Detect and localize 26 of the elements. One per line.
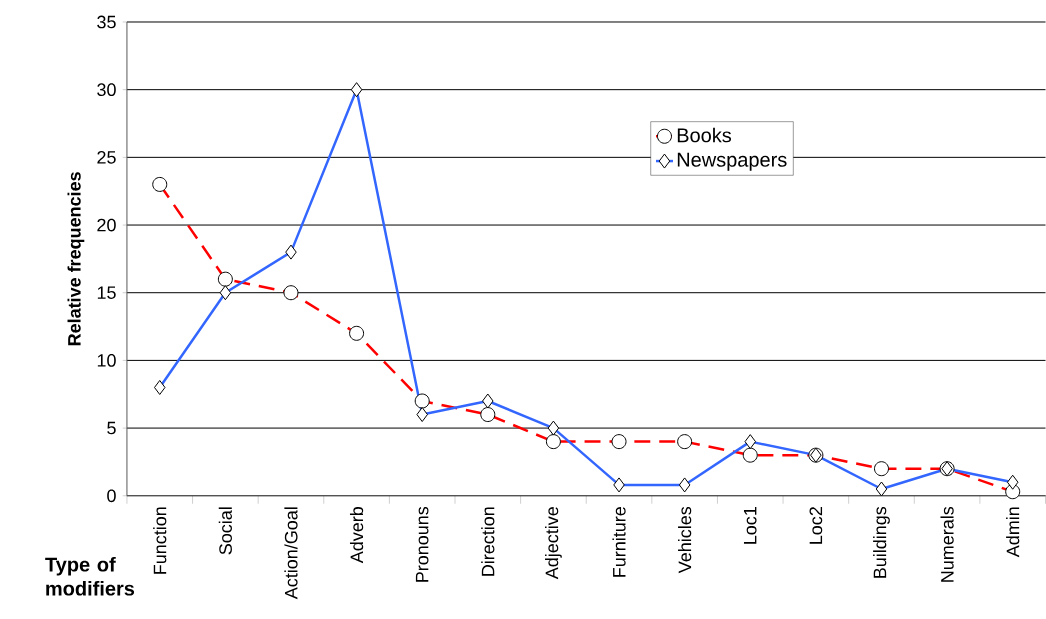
y-axis-title: Relative frequencies (67, 172, 85, 346)
x-tick-label: Vehicles (678, 507, 692, 574)
x-axis-title: Type of modifiers (45, 557, 135, 596)
legend-label: Newspapers (677, 152, 787, 171)
x-tick-label: Furniture (612, 507, 626, 577)
y-tick-label: 25 (97, 151, 116, 164)
x-tick-label: Numerals (940, 507, 954, 582)
x-tick-label: Admin (1006, 507, 1020, 558)
x-tick-label: Loc1 (743, 507, 757, 544)
x-tick-label: Direction (481, 507, 495, 576)
y-tick-label: 20 (97, 218, 116, 232)
x-tick-label: Social (218, 507, 232, 555)
x-tick-label: Loc2 (809, 507, 823, 544)
y-tick-label: 35 (97, 15, 116, 29)
legend-label: Books (677, 127, 732, 143)
y-tick-label: 0 (107, 489, 116, 503)
x-tick-label: Action/Goal (284, 507, 298, 600)
y-tick-label: 15 (97, 286, 116, 300)
x-tick-label: Buildings (873, 507, 890, 578)
x-tick-label: Adverb (349, 507, 364, 564)
x-tick-label: Pronouns (415, 507, 429, 582)
x-tick-label: Function (153, 507, 167, 574)
y-tick-label: 5 (107, 421, 116, 435)
y-tick-label: 10 (97, 354, 116, 367)
x-tick-label: Adjective (545, 507, 562, 580)
y-tick-label: 30 (97, 83, 116, 97)
